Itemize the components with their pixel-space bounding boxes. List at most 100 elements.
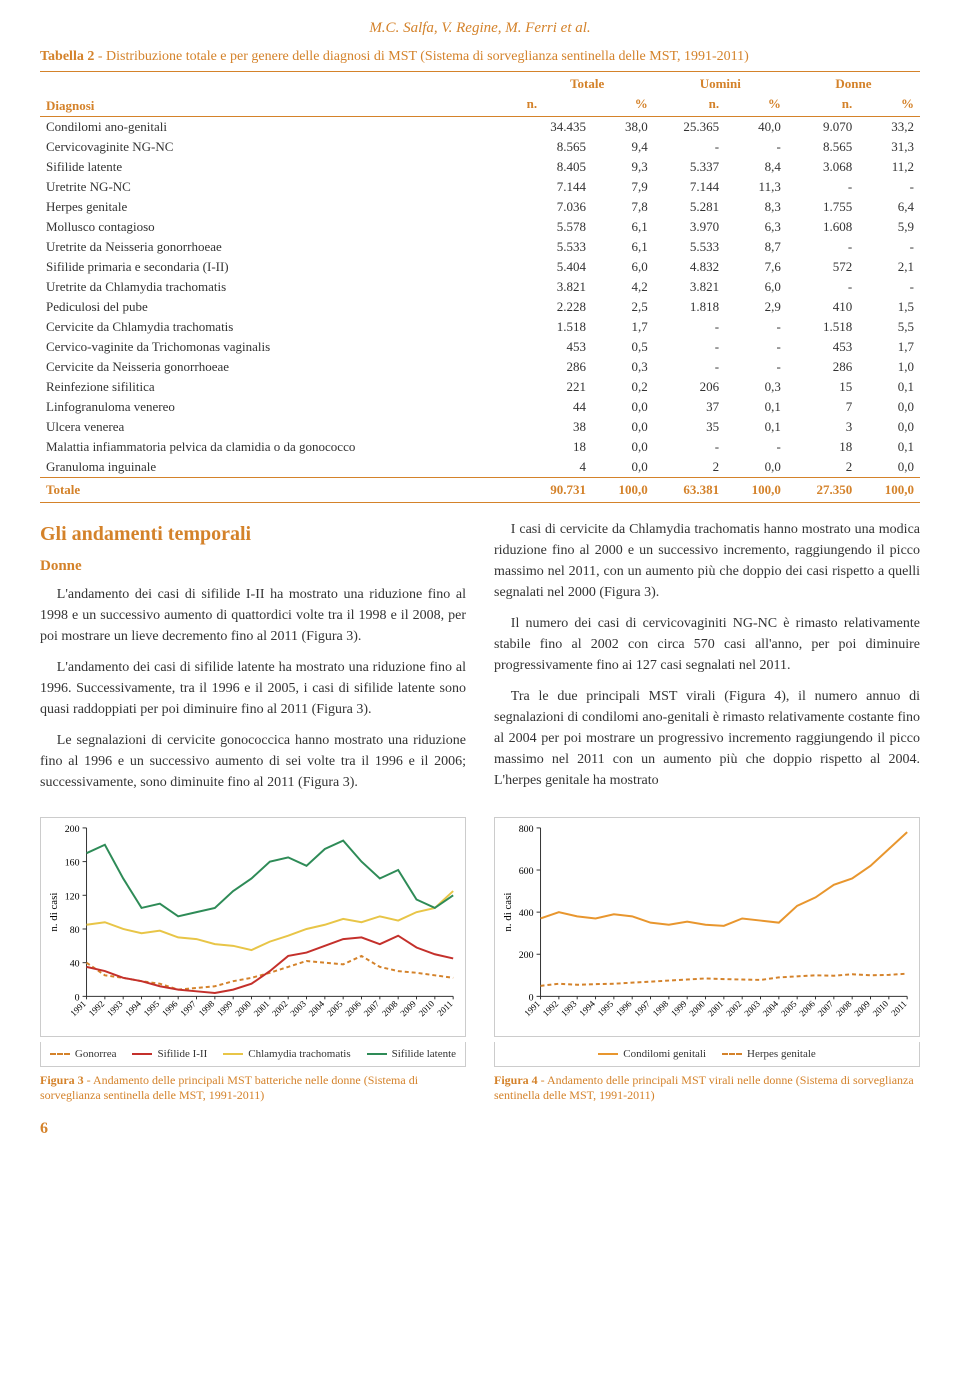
page-number: 6 (40, 1120, 920, 1138)
svg-text:1995: 1995 (142, 998, 162, 1018)
col-uomini: Uomini (654, 72, 787, 95)
svg-text:120: 120 (65, 891, 80, 902)
svg-text:1991: 1991 (522, 998, 542, 1018)
col-donne: Donne (787, 72, 920, 95)
table-row: Sifilide latente8.4059,35.3378,43.06811,… (40, 157, 920, 177)
data-table: Diagnosi Totale Uomini Donne n.% n.% n.%… (40, 71, 920, 503)
svg-text:1996: 1996 (160, 998, 180, 1018)
svg-text:1995: 1995 (596, 998, 616, 1018)
left-column: Gli andamenti temporali Donne L'andament… (40, 519, 466, 803)
legend-item: Chlamydia trachomatis (223, 1048, 350, 1060)
chart-3: 04080120160200n. di casi1991199219931994… (40, 817, 466, 1037)
svg-text:2004: 2004 (307, 998, 327, 1018)
svg-text:1999: 1999 (669, 998, 689, 1018)
svg-text:2003: 2003 (742, 998, 762, 1018)
svg-text:2011: 2011 (435, 998, 454, 1017)
svg-text:2002: 2002 (270, 998, 290, 1018)
table-title: Tabella 2 - Distribuzione totale e per g… (40, 49, 920, 65)
legend-item: Condilomi genitali (598, 1048, 706, 1060)
svg-text:1994: 1994 (123, 998, 143, 1018)
table-row: Reinfezione sifilitica2210,22060,3150,1 (40, 377, 920, 397)
svg-text:40: 40 (70, 958, 80, 969)
table-row: Granuloma inguinale40,020,020,0 (40, 457, 920, 478)
col-diagnosi: Diagnosi (40, 72, 521, 117)
svg-text:2001: 2001 (252, 998, 272, 1018)
right-column: I casi di cervicite da Chlamydia trachom… (494, 519, 920, 803)
svg-text:1998: 1998 (197, 998, 217, 1018)
svg-text:2000: 2000 (233, 998, 253, 1018)
svg-text:80: 80 (70, 924, 80, 935)
svg-text:160: 160 (65, 857, 80, 868)
svg-text:n. di casi: n. di casi (502, 892, 514, 931)
chart-3-box: 04080120160200n. di casi1991199219931994… (40, 817, 466, 1104)
svg-text:2005: 2005 (325, 998, 345, 1018)
svg-text:2002: 2002 (724, 998, 744, 1018)
svg-text:1997: 1997 (632, 998, 652, 1018)
table-row: Condilomi ano-genitali34.43538,025.36540… (40, 117, 920, 138)
table-row: Ulcera venerea380,0350,130,0 (40, 417, 920, 437)
paragraph: Le segnalazioni di cervicite gonococcica… (40, 730, 466, 793)
legend-item: Gonorrea (50, 1048, 117, 1060)
chart-3-caption: Figura 3 - Andamento delle principali MS… (40, 1073, 466, 1104)
table-row: Uretrite NG-NC7.1447,97.14411,3-- (40, 177, 920, 197)
table-row: Linfogranuloma venereo440,0370,170,0 (40, 397, 920, 417)
svg-text:2005: 2005 (779, 998, 799, 1018)
svg-text:1996: 1996 (614, 998, 634, 1018)
svg-text:n. di casi: n. di casi (48, 892, 60, 931)
svg-text:2009: 2009 (852, 998, 872, 1018)
legend-item: Sifilide latente (367, 1048, 456, 1060)
table-row: Cervico-vaginite da Trichomonas vaginali… (40, 337, 920, 357)
svg-text:2008: 2008 (834, 998, 854, 1018)
paragraph: Il numero dei casi di cervicovaginiti NG… (494, 613, 920, 676)
svg-text:1993: 1993 (559, 998, 579, 1018)
svg-text:400: 400 (519, 908, 534, 919)
svg-text:2007: 2007 (816, 998, 836, 1018)
paragraph: L'andamento dei casi di sifilide I-II ha… (40, 584, 466, 647)
chart-3-legend: Gonorrea Sifilide I-II Chlamydia trachomat… (40, 1042, 466, 1067)
svg-text:200: 200 (519, 950, 534, 961)
svg-text:1999: 1999 (215, 998, 235, 1018)
legend-item: Sifilide I-II (132, 1048, 207, 1060)
svg-text:2008: 2008 (380, 998, 400, 1018)
svg-text:200: 200 (65, 823, 80, 834)
svg-text:800: 800 (519, 823, 534, 834)
svg-text:1998: 1998 (651, 998, 671, 1018)
svg-text:1997: 1997 (178, 998, 198, 1018)
subsection-heading: Donne (40, 555, 466, 578)
table-total-row: Totale90.731100,063.381100,027.350100,0 (40, 478, 920, 503)
table-row: Herpes genitale7.0367,85.2818,31.7556,4 (40, 197, 920, 217)
table-row: Cervicite da Chlamydia trachomatis1.5181… (40, 317, 920, 337)
paragraph: L'andamento dei casi di sifilide latente… (40, 657, 466, 720)
paragraph: Tra le due principali MST virali (Figura… (494, 686, 920, 791)
table-row: Sifilide primaria e secondaria (I-II)5.4… (40, 257, 920, 277)
svg-text:600: 600 (519, 865, 534, 876)
table-row: Uretrite da Neisseria gonorrhoeae5.5336,… (40, 237, 920, 257)
table-row: Mollusco contagioso5.5786,13.9706,31.608… (40, 217, 920, 237)
svg-text:1992: 1992 (87, 998, 107, 1018)
chart-4-caption: Figura 4 - Andamento delle principali MS… (494, 1073, 920, 1104)
svg-text:2003: 2003 (288, 998, 308, 1018)
legend-item: Herpes genitale (722, 1048, 816, 1060)
table-row: Uretrite da Chlamydia trachomatis3.8214,… (40, 277, 920, 297)
table-row: Malattia infiammatoria pelvica da clamid… (40, 437, 920, 457)
table-row: Cervicite da Neisseria gonorrhoeae2860,3… (40, 357, 920, 377)
svg-text:2009: 2009 (398, 998, 418, 1018)
section-heading: Gli andamenti temporali (40, 519, 466, 549)
col-totale: Totale (521, 72, 654, 95)
svg-text:1992: 1992 (541, 998, 561, 1018)
svg-text:1993: 1993 (105, 998, 125, 1018)
svg-text:2010: 2010 (417, 998, 437, 1018)
svg-text:1991: 1991 (68, 998, 88, 1018)
table-row: Pediculosi del pube2.2282,51.8182,94101,… (40, 297, 920, 317)
paragraph: I casi di cervicite da Chlamydia trachom… (494, 519, 920, 603)
svg-text:2006: 2006 (797, 998, 817, 1018)
svg-text:2000: 2000 (687, 998, 707, 1018)
table-row: Cervicovaginite NG-NC8.5659,4--8.56531,3 (40, 137, 920, 157)
svg-text:2001: 2001 (706, 998, 726, 1018)
svg-text:1994: 1994 (577, 998, 597, 1018)
authors: M.C. Salfa, V. Regine, M. Ferri et al. (40, 20, 920, 37)
chart-4-legend: Condilomi genitali Herpes genitale (494, 1042, 920, 1067)
chart-4: 0200400600800n. di casi19911992199319941… (494, 817, 920, 1037)
svg-text:2006: 2006 (343, 998, 363, 1018)
svg-text:2007: 2007 (362, 998, 382, 1018)
